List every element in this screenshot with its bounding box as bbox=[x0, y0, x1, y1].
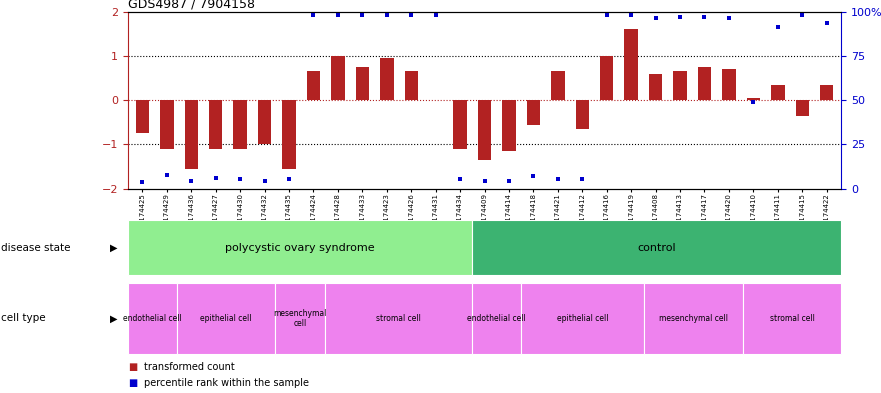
Bar bbox=[698, 67, 711, 100]
Bar bbox=[527, 100, 540, 125]
Bar bbox=[276, 283, 324, 354]
Text: endothelial cell: endothelial cell bbox=[123, 314, 181, 323]
Bar bbox=[331, 56, 344, 100]
Bar bbox=[356, 67, 369, 100]
Text: disease state: disease state bbox=[1, 242, 70, 253]
Bar bbox=[128, 283, 177, 354]
Text: ▶: ▶ bbox=[109, 313, 117, 323]
Bar bbox=[128, 220, 472, 275]
Bar bbox=[649, 73, 663, 100]
Text: ■: ■ bbox=[128, 362, 137, 373]
Text: ▶: ▶ bbox=[109, 242, 117, 253]
Bar bbox=[404, 72, 418, 100]
Text: cell type: cell type bbox=[1, 313, 46, 323]
Text: mesenchymal cell: mesenchymal cell bbox=[659, 314, 729, 323]
Bar bbox=[160, 100, 174, 149]
Bar bbox=[472, 283, 522, 354]
Text: stromal cell: stromal cell bbox=[376, 314, 421, 323]
Bar bbox=[177, 283, 276, 354]
Text: ■: ■ bbox=[128, 378, 137, 388]
Text: stromal cell: stromal cell bbox=[770, 314, 815, 323]
Bar bbox=[722, 69, 736, 100]
Bar bbox=[552, 72, 565, 100]
Bar bbox=[380, 58, 394, 100]
Bar bbox=[743, 283, 841, 354]
Bar bbox=[522, 283, 645, 354]
Bar bbox=[184, 100, 198, 169]
Text: mesenchymal
cell: mesenchymal cell bbox=[273, 309, 327, 328]
Bar bbox=[600, 56, 613, 100]
Text: polycystic ovary syndrome: polycystic ovary syndrome bbox=[226, 242, 374, 253]
Bar bbox=[502, 100, 515, 151]
Bar bbox=[324, 283, 472, 354]
Bar bbox=[136, 100, 149, 133]
Bar bbox=[771, 85, 785, 100]
Bar bbox=[575, 100, 589, 129]
Text: control: control bbox=[638, 242, 676, 253]
Bar bbox=[673, 72, 687, 100]
Bar bbox=[282, 100, 296, 169]
Text: endothelial cell: endothelial cell bbox=[468, 314, 526, 323]
Bar bbox=[645, 283, 743, 354]
Bar bbox=[478, 100, 492, 160]
Bar bbox=[233, 100, 247, 149]
Text: epithelial cell: epithelial cell bbox=[200, 314, 252, 323]
Bar bbox=[454, 100, 467, 149]
Text: transformed count: transformed count bbox=[144, 362, 234, 373]
Bar bbox=[625, 29, 638, 100]
Bar bbox=[796, 100, 809, 116]
Bar bbox=[820, 85, 833, 100]
Bar bbox=[747, 98, 760, 100]
Bar bbox=[209, 100, 222, 149]
Bar bbox=[258, 100, 271, 144]
Bar bbox=[307, 72, 320, 100]
Text: GDS4987 / 7904158: GDS4987 / 7904158 bbox=[128, 0, 255, 11]
Text: epithelial cell: epithelial cell bbox=[557, 314, 609, 323]
Bar bbox=[472, 220, 841, 275]
Text: percentile rank within the sample: percentile rank within the sample bbox=[144, 378, 308, 388]
